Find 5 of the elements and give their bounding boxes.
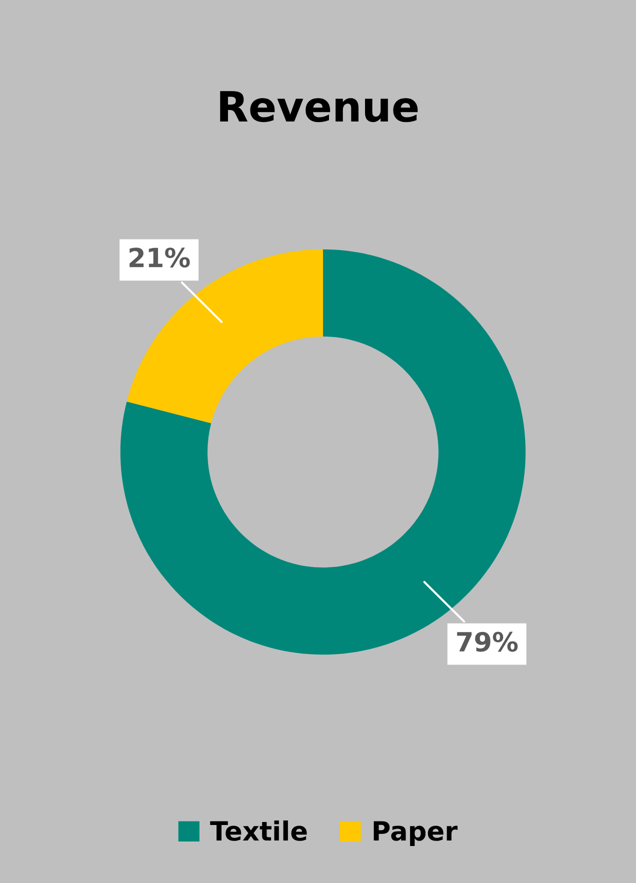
legend-label: Textile xyxy=(210,820,307,841)
data-label: 79% xyxy=(457,632,518,652)
data-label: 21% xyxy=(130,248,190,268)
legend-label: Paper xyxy=(374,821,458,846)
chart-title: Revenue xyxy=(220,91,418,122)
